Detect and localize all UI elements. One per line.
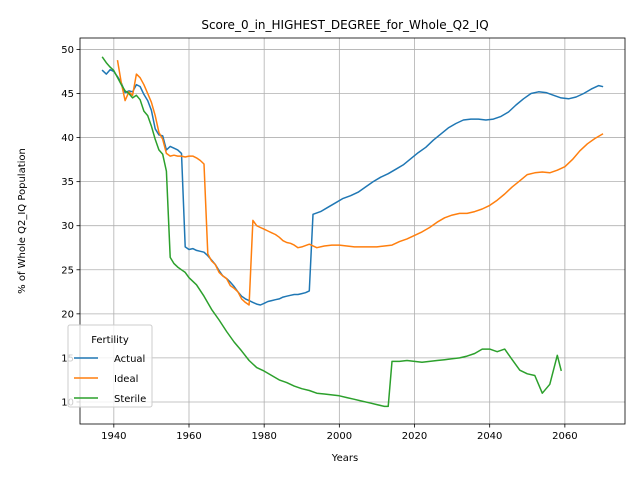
legend-label-actual: Actual [114,354,145,365]
y-tick-label: 45 [61,89,74,100]
y-axis-label: % of Whole Q2_IQ Population [17,148,28,294]
series-line-actual [101,68,604,306]
x-tick-label: 1940 [101,431,126,442]
x-tick-label: 2060 [552,431,577,442]
x-tick-label: 1980 [251,431,276,442]
legend-title: Fertility [91,335,129,346]
y-tick-label: 30 [61,221,74,232]
y-tick-label: 50 [61,45,74,56]
x-tick-label: 2000 [327,431,352,442]
y-tick-label: 40 [61,133,74,144]
y-tick-label: 35 [61,177,74,188]
series-lines [101,56,604,408]
x-tick-label: 2020 [402,431,427,442]
x-axis-label: Years [331,453,358,464]
y-tick-label: 20 [61,309,74,320]
legend-box [67,324,153,408]
legend-label-sterile: Sterile [114,394,146,405]
x-tick-label: 2040 [477,431,502,442]
legend: Fertility Actual Ideal Sterile [67,324,153,408]
y-tick-label: 25 [61,265,74,276]
series-line-ideal [116,60,604,306]
legend-label-ideal: Ideal [114,374,138,385]
grid [80,38,625,424]
plot-frame [79,37,626,425]
chart-title: Score_0_in_HIGHEST_DEGREE_for_Whole_Q2_I… [201,18,488,32]
series-line-sterile [101,56,563,408]
x-tick-label: 1960 [176,431,201,442]
